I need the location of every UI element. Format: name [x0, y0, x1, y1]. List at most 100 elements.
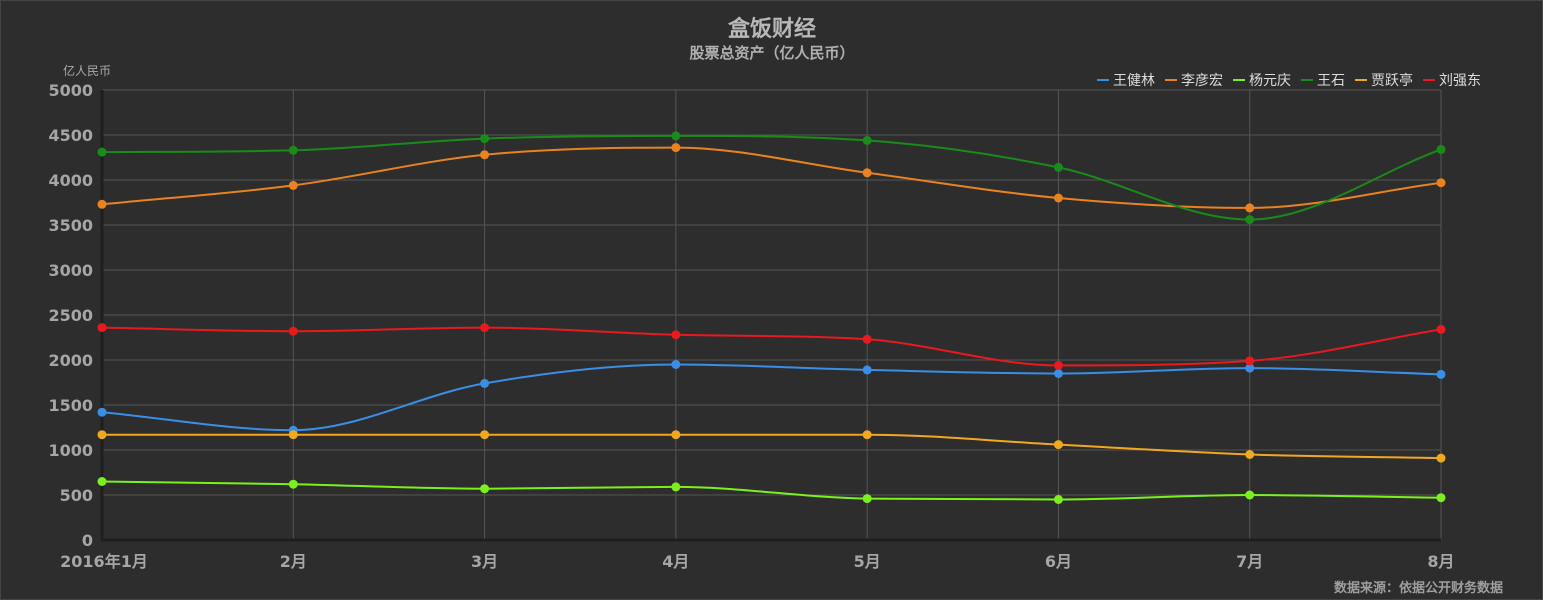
y-axis-ticks: 0 500 1000 1500 2000 2500 3000 3500 4000 4500 5000 — [48, 81, 93, 550]
x-tick-label: 3月 — [471, 552, 498, 571]
data-point[interactable] — [1053, 440, 1063, 450]
data-point[interactable] — [480, 378, 490, 388]
data-point[interactable] — [97, 147, 107, 157]
series-line — [101, 134, 1442, 221]
data-point[interactable] — [480, 430, 490, 440]
data-point[interactable] — [671, 482, 681, 492]
data-point[interactable] — [1245, 356, 1255, 366]
legend-label: 李彦宏 — [1181, 73, 1223, 89]
series-line — [101, 363, 1442, 432]
data-point[interactable] — [1245, 363, 1255, 373]
legend-label: 王石 — [1317, 73, 1345, 89]
x-axis-ticks: 2016年1月 2月 3月 4月 5月 6月 7月 8月 — [60, 552, 1454, 571]
data-point[interactable] — [671, 131, 681, 141]
data-point[interactable] — [671, 330, 681, 340]
legend-item[interactable]: 王石 — [1301, 73, 1345, 89]
data-point[interactable] — [288, 180, 298, 190]
data-point[interactable] — [1053, 369, 1063, 378]
data-point[interactable] — [862, 135, 872, 145]
data-point[interactable] — [288, 430, 298, 440]
y-tick-label: 1000 — [48, 441, 93, 460]
y-tick-label: 500 — [60, 486, 93, 505]
data-point[interactable] — [1245, 450, 1255, 459]
x-tick-label: 6月 — [1045, 552, 1072, 571]
data-point[interactable] — [97, 407, 107, 417]
data-point[interactable] — [671, 143, 681, 153]
series-line — [101, 146, 1442, 209]
data-point[interactable] — [1436, 453, 1446, 463]
data-point[interactable] — [97, 199, 107, 209]
data-point[interactable] — [480, 484, 490, 494]
series-5 — [97, 430, 1446, 463]
data-point[interactable] — [288, 145, 298, 155]
y-tick-label: 5000 — [48, 81, 93, 100]
series-line — [101, 480, 1442, 501]
legend-label: 贾跃亭 — [1371, 72, 1413, 89]
x-tick-label: 5月 — [854, 552, 881, 571]
data-point[interactable] — [1436, 178, 1446, 188]
data-point[interactable] — [288, 479, 298, 489]
data-point[interactable] — [1245, 490, 1255, 500]
series-4 — [97, 131, 1446, 225]
x-tick-label: 4月 — [662, 552, 689, 571]
legend-item[interactable]: 王健林 — [1097, 73, 1155, 89]
legend-item[interactable]: 刘强东 — [1423, 73, 1481, 89]
y-tick-label: 3500 — [48, 216, 93, 235]
series-1 — [97, 360, 1446, 435]
y-tick-label: 2500 — [48, 306, 93, 325]
data-point[interactable] — [1053, 162, 1063, 172]
data-point[interactable] — [1436, 144, 1446, 154]
data-point[interactable] — [671, 360, 681, 369]
y-tick-label: 0 — [82, 531, 93, 550]
y-tick-label: 2000 — [48, 351, 93, 370]
legend-item[interactable]: 杨元庆 — [1233, 73, 1291, 89]
data-point[interactable] — [1053, 360, 1063, 370]
data-point[interactable] — [288, 326, 298, 336]
data-point[interactable] — [97, 430, 107, 440]
y-tick-label: 4500 — [48, 126, 93, 145]
series-6 — [97, 323, 1446, 370]
data-point[interactable] — [97, 323, 107, 333]
x-tick-label: 2月 — [280, 552, 307, 571]
series-3 — [97, 477, 1446, 504]
data-point[interactable] — [862, 430, 872, 440]
x-tick-label: 7月 — [1236, 552, 1263, 571]
chart-title: 盒饭财经 — [727, 16, 816, 42]
data-point[interactable] — [862, 168, 872, 178]
data-point[interactable] — [480, 323, 490, 333]
x-tick-label: 8月 — [1427, 552, 1454, 571]
legend-label: 杨元庆 — [1249, 73, 1291, 89]
data-point[interactable] — [1436, 324, 1446, 334]
data-point[interactable] — [862, 365, 872, 375]
legend-label: 刘强东 — [1439, 73, 1481, 89]
y-tick-label: 3000 — [48, 261, 93, 280]
grid — [100, 89, 1442, 542]
series-2 — [97, 143, 1446, 213]
legend-item[interactable]: 李彦宏 — [1165, 73, 1223, 89]
legend-label: 王健林 — [1113, 73, 1155, 89]
data-point[interactable] — [480, 134, 490, 144]
data-point[interactable] — [1436, 493, 1446, 503]
data-point[interactable] — [1053, 193, 1063, 203]
series-line — [102, 433, 1442, 460]
chart-subtitle: 股票总资产（亿人民币） — [689, 44, 854, 62]
series-group — [97, 131, 1446, 504]
data-point[interactable] — [862, 494, 872, 504]
data-point[interactable] — [671, 430, 681, 440]
y-tick-label: 4000 — [48, 171, 93, 190]
x-tick-label: 2016年1月 — [60, 552, 148, 571]
y-axis-unit-label: 亿人民币 — [63, 63, 111, 78]
data-point[interactable] — [862, 334, 872, 344]
series-line — [101, 326, 1442, 367]
data-point[interactable] — [97, 477, 107, 486]
data-point[interactable] — [1245, 203, 1255, 213]
data-point[interactable] — [1436, 369, 1446, 379]
data-point[interactable] — [1053, 495, 1063, 504]
legend-item[interactable]: 贾跃亭 — [1355, 72, 1413, 89]
legend[interactable]: 王健林 李彦宏 杨元庆 王石 贾跃亭 刘强东 — [1097, 72, 1481, 89]
data-point[interactable] — [1245, 215, 1255, 225]
data-point[interactable] — [480, 150, 490, 160]
y-tick-label: 1500 — [48, 396, 93, 415]
